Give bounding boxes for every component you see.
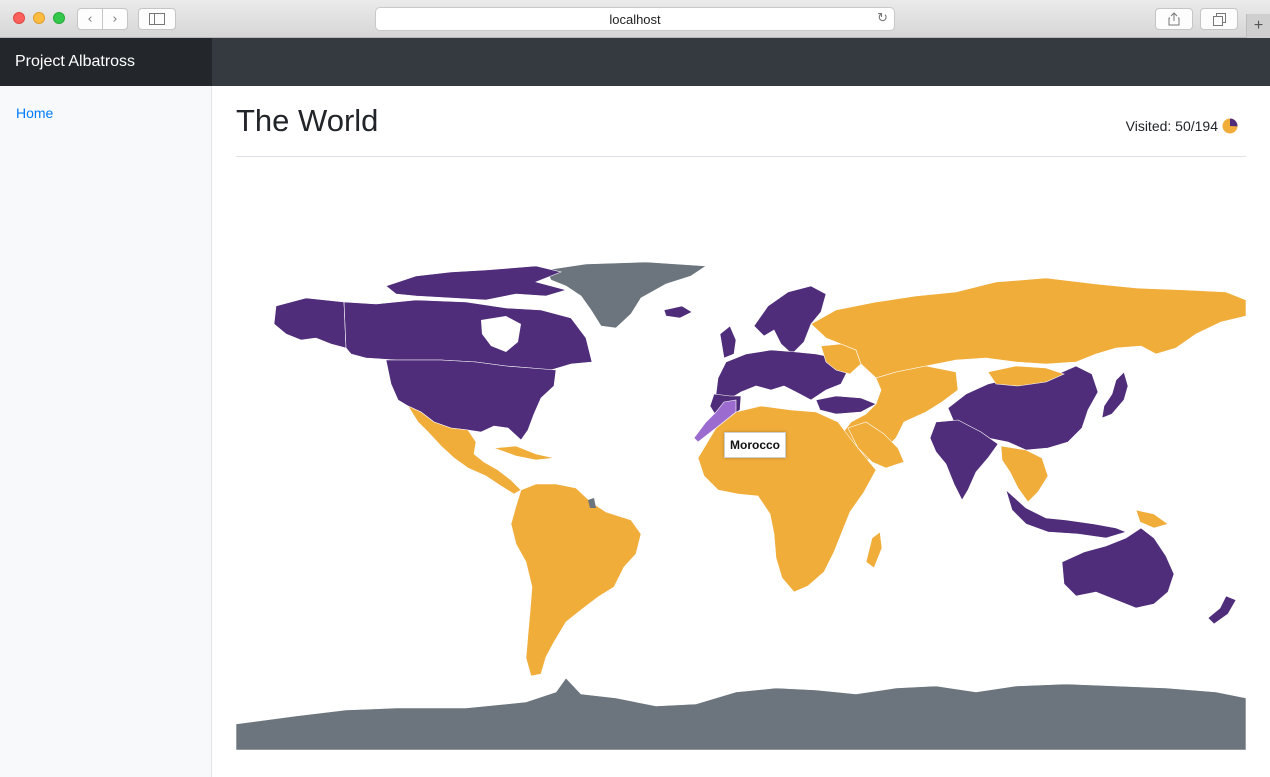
country-mexico[interactable]: [407, 405, 522, 495]
page-title: The World: [236, 103, 379, 138]
hudson-bay: [481, 316, 521, 352]
reload-icon[interactable]: ↻: [877, 11, 888, 26]
visited-pie-slice: [1230, 118, 1238, 127]
address-bar[interactable]: localhost ↻: [375, 7, 895, 31]
country-australia[interactable]: [1061, 527, 1175, 609]
visited-counter: Visited: 50/194: [1126, 118, 1238, 134]
country-cuba[interactable]: [493, 445, 555, 461]
map-tooltip: Morocco: [724, 432, 787, 458]
zoom-window-button[interactable]: [53, 12, 65, 24]
back-button[interactable]: ‹: [77, 8, 103, 30]
sidebar-item-home[interactable]: Home: [16, 105, 54, 121]
header-divider: [236, 156, 1246, 157]
country-greenland[interactable]: [545, 262, 707, 329]
country-french-guiana[interactable]: [588, 498, 596, 508]
tabs-icon: [1212, 12, 1226, 26]
visited-pie-icon: [1222, 118, 1238, 134]
country-russia[interactable]: [810, 277, 1246, 379]
close-window-button[interactable]: [13, 12, 25, 24]
country-arabia[interactable]: [847, 421, 905, 469]
country-morocco[interactable]: [693, 399, 737, 443]
country-south-america[interactable]: [510, 483, 642, 677]
country-usa-alaska[interactable]: [273, 297, 347, 349]
country-japan[interactable]: [1101, 371, 1129, 419]
country-scandinavia[interactable]: [753, 285, 827, 355]
show-tabs-button[interactable]: [1200, 8, 1238, 30]
country-canada-islands[interactable]: [385, 265, 568, 301]
url-text: localhost: [609, 11, 661, 27]
sidebar-toggle-button[interactable]: [138, 8, 176, 30]
share-button[interactable]: [1155, 8, 1193, 30]
country-canada[interactable]: [343, 299, 593, 371]
visited-label: Visited: 50/194: [1125, 118, 1218, 134]
sidebar: Home: [0, 86, 212, 777]
country-turkey[interactable]: [815, 395, 877, 415]
country-madagascar[interactable]: [865, 531, 883, 569]
new-tab-button[interactable]: +: [1246, 14, 1270, 38]
country-southeast-asia[interactable]: [1000, 445, 1049, 503]
country-usa[interactable]: [385, 359, 557, 441]
forward-button[interactable]: ›: [102, 8, 128, 30]
country-mongolia[interactable]: [987, 365, 1065, 387]
country-papua-new-guinea[interactable]: [1135, 509, 1169, 529]
share-icon: [1168, 12, 1180, 26]
minimize-window-button[interactable]: [33, 12, 45, 24]
plus-icon: +: [1253, 17, 1264, 34]
top-navbar: Project Albatross: [0, 38, 1270, 86]
country-india[interactable]: [929, 419, 999, 501]
world-map[interactable]: [236, 262, 1246, 750]
country-indonesia[interactable]: [1005, 489, 1127, 539]
browser-toolbar: ‹ › localhost ↻ +: [0, 0, 1270, 38]
country-uk[interactable]: [719, 325, 737, 359]
chevron-left-icon: ‹: [87, 11, 93, 27]
sidebar-icon: [149, 13, 165, 25]
brand-link[interactable]: Project Albatross: [0, 38, 212, 86]
country-antarctica[interactable]: [236, 677, 1246, 750]
country-iceland[interactable]: [663, 305, 693, 319]
country-new-zealand[interactable]: [1207, 595, 1237, 625]
chevron-right-icon: ›: [112, 11, 118, 27]
main-content: The World Visited: 50/194: [236, 86, 1246, 777]
